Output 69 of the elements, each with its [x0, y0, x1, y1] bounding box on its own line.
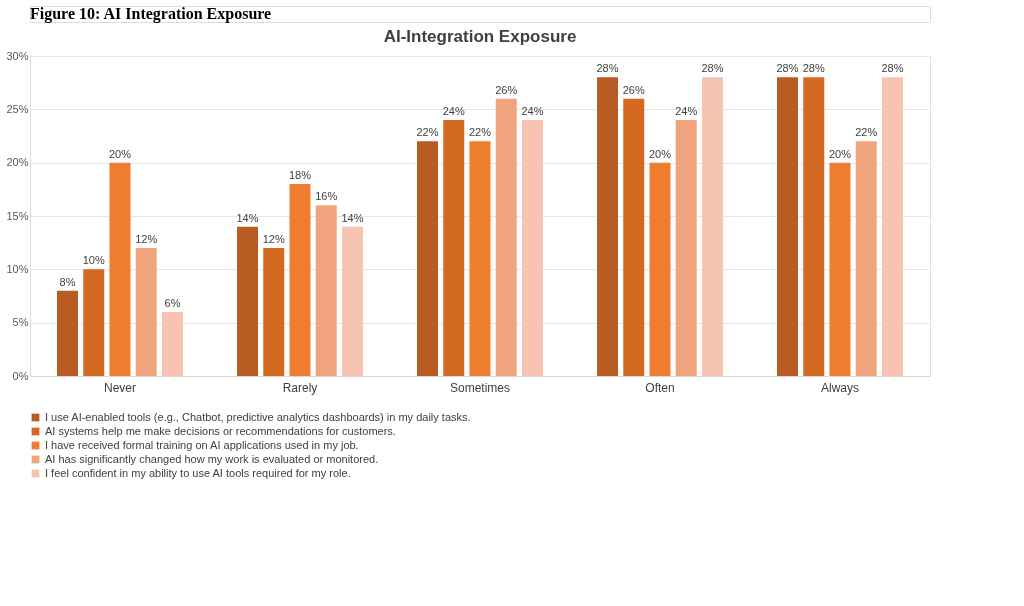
data-label: 28%	[701, 62, 724, 75]
bar	[522, 120, 543, 376]
chart-title: AI-Integration Exposure	[383, 27, 577, 46]
bar	[289, 184, 311, 376]
data-label: 24%	[521, 105, 544, 117]
bar	[702, 77, 723, 376]
y-tick-label: 25%	[6, 102, 29, 115]
data-label: 28%	[596, 62, 619, 75]
bar	[623, 98, 645, 376]
x-tick-label: Rarely	[282, 380, 318, 395]
legend-label: AI has significantly changed how my work is evaluated or monitored.	[45, 452, 379, 465]
bar	[829, 162, 851, 376]
data-label: 26%	[622, 83, 645, 96]
bar	[597, 77, 618, 376]
data-label: 26%	[495, 83, 518, 96]
y-tick-label: 0%	[12, 369, 29, 382]
legend-label: I have received formal training on AI applications used in my job.	[45, 438, 359, 451]
bar	[777, 77, 798, 376]
bar	[495, 98, 517, 376]
bar	[882, 77, 903, 376]
data-label: 22%	[416, 126, 439, 139]
x-tick-label: Often	[645, 380, 675, 395]
y-tick-label: 20%	[6, 156, 29, 169]
x-tick-label: Always	[820, 380, 860, 395]
bar	[342, 226, 363, 376]
data-label: 8%	[59, 275, 76, 288]
bar	[675, 120, 697, 376]
bar	[135, 248, 157, 376]
data-label: 14%	[236, 211, 259, 224]
bar	[443, 120, 465, 376]
data-label: 28%	[802, 62, 825, 75]
data-label: 20%	[828, 147, 852, 160]
data-label: 12%	[262, 233, 285, 245]
data-label: 6%	[164, 297, 181, 309]
data-label: 16%	[315, 190, 338, 203]
bar	[469, 141, 491, 376]
data-label: 14%	[341, 211, 364, 224]
bar	[263, 248, 285, 376]
x-tick-label: Sometimes	[449, 380, 511, 395]
legend-label: I feel confident in my ability to use AI tools required for my role.	[45, 466, 351, 479]
legend-label: I use AI-enabled tools (e.g., Chatbot, predictive analytics dashboards) in my daily tasks.	[45, 410, 471, 423]
data-label: 20%	[648, 147, 672, 160]
data-label: 18%	[288, 169, 312, 181]
bar	[649, 162, 671, 376]
bar	[57, 290, 78, 376]
data-label: 22%	[468, 126, 492, 139]
data-label: 24%	[442, 105, 465, 117]
data-label: 28%	[776, 62, 799, 75]
y-tick-label: 10%	[6, 262, 29, 275]
bar	[237, 226, 258, 376]
data-label: 20%	[108, 147, 132, 160]
legend-label: AI systems help me make decisions or recommendations for customers.	[45, 424, 396, 437]
bar	[315, 205, 337, 376]
x-tick-label: Never	[103, 380, 137, 395]
bar	[417, 141, 438, 376]
bar	[109, 162, 131, 376]
data-label: 24%	[675, 105, 698, 117]
bar	[83, 269, 105, 376]
data-label: 22%	[855, 126, 878, 139]
caption: Figure 10: AI Integration Exposure	[30, 5, 272, 23]
y-tick-label: 15%	[6, 209, 29, 222]
data-label: 28%	[881, 62, 904, 75]
data-label: 10%	[82, 254, 105, 267]
y-tick-label: 5%	[12, 316, 29, 329]
bar	[162, 312, 183, 376]
bar	[803, 77, 825, 376]
bar	[855, 141, 877, 376]
data-label: 12%	[135, 233, 158, 245]
y-tick-label: 30%	[6, 49, 29, 62]
